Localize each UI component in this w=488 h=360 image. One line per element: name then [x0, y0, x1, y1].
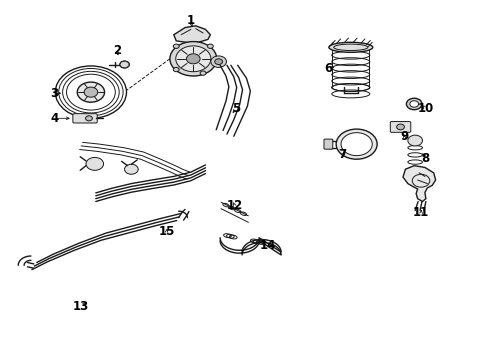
Circle shape	[207, 44, 213, 48]
Circle shape	[173, 44, 179, 48]
Polygon shape	[120, 61, 129, 68]
Circle shape	[124, 164, 138, 174]
Text: 2: 2	[112, 44, 121, 57]
Text: 7: 7	[337, 148, 346, 161]
FancyBboxPatch shape	[389, 122, 410, 132]
Text: 13: 13	[73, 300, 89, 313]
Text: 5: 5	[231, 102, 239, 115]
Text: 3: 3	[50, 87, 58, 100]
Circle shape	[406, 98, 421, 110]
Circle shape	[175, 46, 210, 72]
Text: 9: 9	[400, 130, 408, 144]
Circle shape	[85, 116, 92, 121]
FancyBboxPatch shape	[324, 139, 332, 149]
Circle shape	[84, 87, 98, 97]
Text: 4: 4	[50, 112, 59, 125]
Text: 15: 15	[158, 225, 174, 238]
Circle shape	[86, 157, 103, 170]
Circle shape	[186, 54, 200, 64]
Circle shape	[214, 59, 222, 64]
Circle shape	[200, 71, 205, 75]
Text: 8: 8	[420, 152, 428, 165]
Circle shape	[409, 101, 418, 107]
Text: 10: 10	[417, 102, 433, 115]
Polygon shape	[402, 166, 435, 202]
Text: 12: 12	[226, 199, 243, 212]
Circle shape	[169, 41, 216, 76]
Circle shape	[340, 133, 371, 156]
Circle shape	[407, 135, 422, 146]
Text: 1: 1	[186, 14, 195, 27]
Circle shape	[335, 129, 376, 159]
Circle shape	[55, 66, 126, 118]
Text: 14: 14	[259, 239, 276, 252]
Text: 11: 11	[412, 207, 428, 220]
Circle shape	[120, 61, 129, 68]
FancyBboxPatch shape	[73, 114, 97, 123]
Circle shape	[173, 67, 179, 72]
Circle shape	[210, 56, 226, 67]
Circle shape	[396, 124, 404, 130]
Text: 6: 6	[324, 62, 332, 75]
Ellipse shape	[328, 42, 372, 52]
Circle shape	[77, 82, 104, 102]
Polygon shape	[173, 26, 210, 42]
